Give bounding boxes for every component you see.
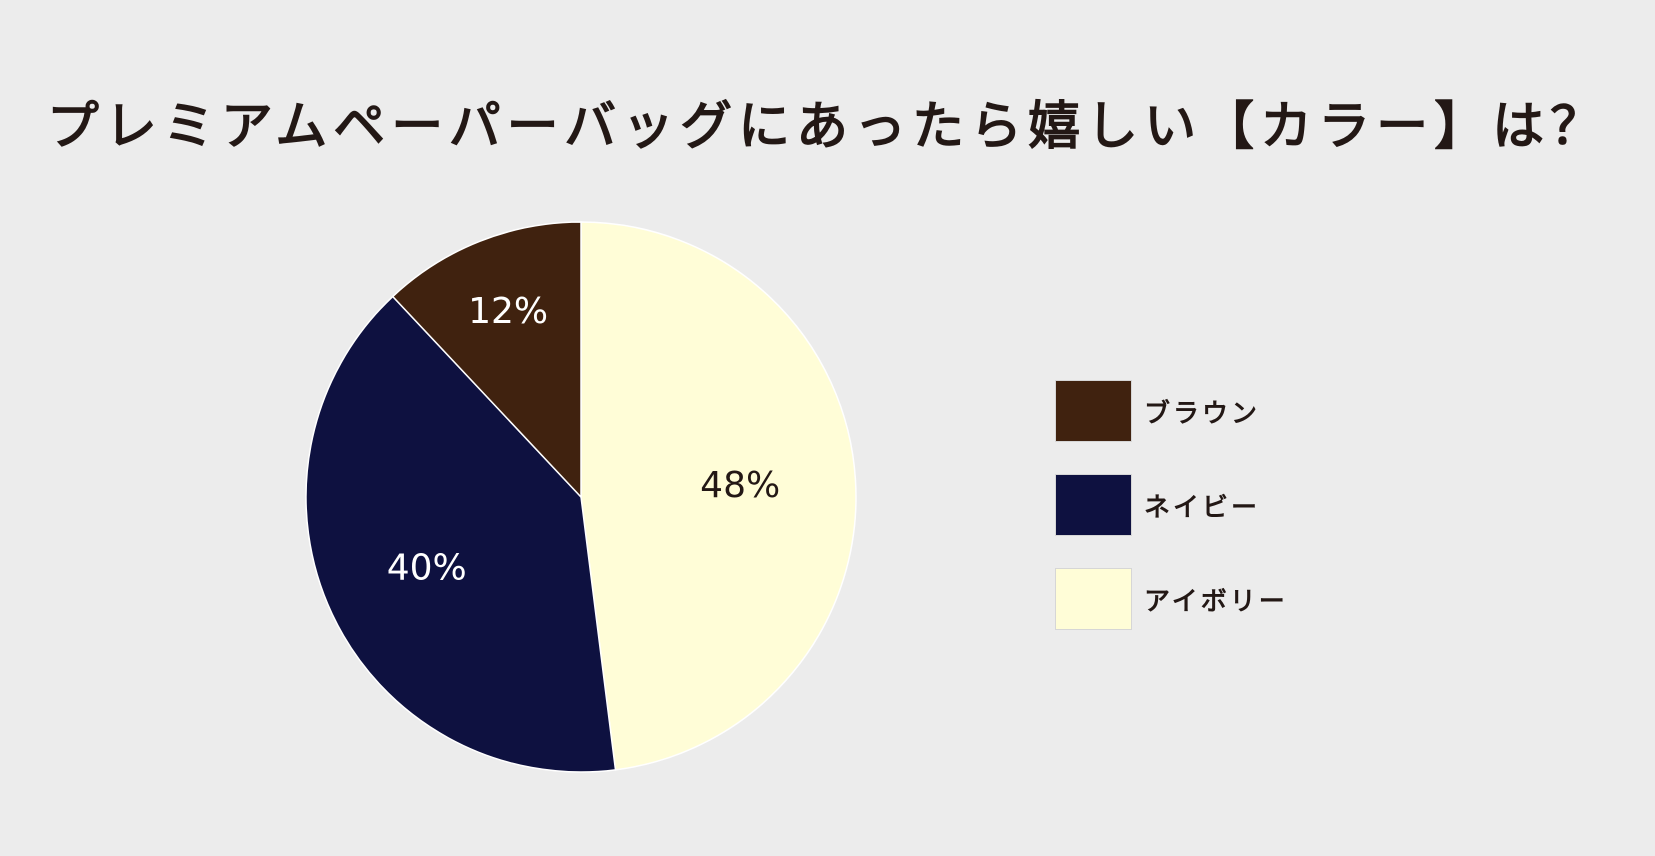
pie-data-labels: 48% 40% 12% — [387, 291, 780, 589]
legend-item-ivory: アイボリー — [1055, 567, 1288, 631]
data-label-brown: 12% — [468, 291, 548, 332]
pie-slices — [305, 221, 857, 773]
legend-label-brown: ブラウン — [1144, 398, 1261, 429]
data-label-navy: 40% — [387, 548, 467, 589]
data-label-ivory: 48% — [700, 465, 780, 506]
pie-slice-ivory — [580, 221, 857, 771]
pie-slice-navy — [305, 295, 617, 773]
legend-swatch-navy — [1055, 474, 1132, 536]
legend-item-navy: ネイビー — [1055, 473, 1288, 537]
legend-label-ivory: アイボリー — [1144, 586, 1288, 617]
legend-swatch-ivory — [1055, 568, 1132, 630]
legend-label-navy: ネイビー — [1144, 492, 1261, 523]
legend-item-brown: ブラウン — [1055, 379, 1288, 443]
legend: ブラウン ネイビー アイボリー — [1055, 379, 1288, 661]
pie-slice-brown — [391, 221, 582, 499]
chart-title: プレミアムペーパーバッグにあったら嬉しい【カラー】は？ — [46, 97, 1609, 157]
legend-swatch-brown — [1055, 380, 1132, 442]
